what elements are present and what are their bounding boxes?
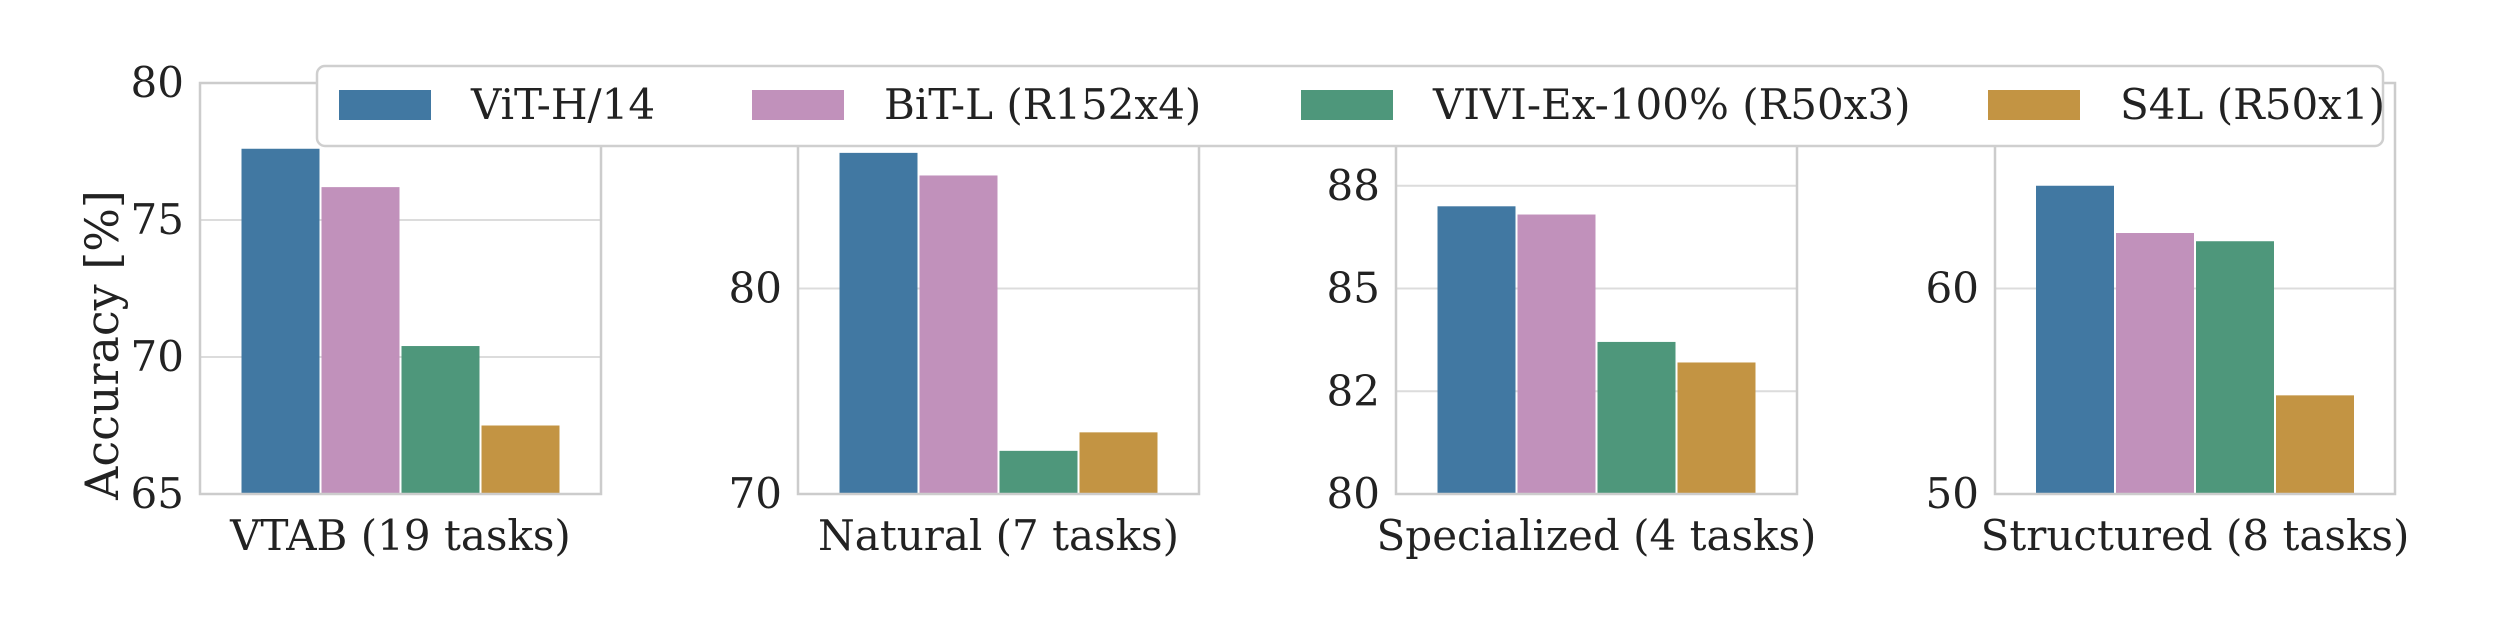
y-tick-label: 70 [729, 469, 782, 518]
bar-vivi-ex-100-r50x3- [401, 346, 480, 494]
x-axis-label: Natural (7 tasks) [818, 511, 1179, 560]
legend-label: VIVI-Ex-100% (R50x3) [1432, 80, 1911, 129]
bar-vit-h-14 [839, 152, 918, 494]
bar-s4l-r50x1- [1677, 362, 1756, 494]
bar-bit-l-r152x4- [1517, 214, 1596, 494]
legend-label: ViT-H/14 [470, 80, 655, 129]
legend-label: BiT-L (R152x4) [884, 80, 1201, 129]
y-tick-label: 60 [1926, 264, 1979, 313]
panel-2: 70 80 Natural (7 tasks) [729, 81, 1201, 560]
bar-vivi-ex-100-r50x3- [999, 450, 1078, 494]
legend-swatch [339, 90, 431, 120]
x-axis-label: VTAB (19 tasks) [229, 511, 571, 560]
legend-swatch [752, 90, 844, 120]
bar-s4l-r50x1- [2276, 395, 2354, 494]
y-tick-label: 82 [1327, 366, 1380, 415]
legend-label: S4L (R50x1) [2120, 80, 2385, 129]
bar-vivi-ex-100-r50x3- [1597, 341, 1676, 494]
bar-bit-l-r152x4- [919, 175, 998, 494]
bar-s4l-r50x1- [481, 425, 560, 494]
bar-bit-l-r152x4- [321, 187, 400, 494]
legend: ViT-H/14 BiT-L (R152x4) VIVI-Ex-100% (R50x… [315, 64, 2385, 148]
y-tick-label: 65 [131, 469, 184, 518]
y-tick-label: 85 [1327, 264, 1380, 313]
y-tick-label: 70 [131, 332, 184, 381]
bar-vivi-ex-100-r50x3- [2196, 241, 2274, 494]
legend-swatch [1988, 90, 2080, 120]
x-axis-label: Specialized (4 tasks) [1377, 511, 1817, 560]
legend-swatch [1301, 90, 1393, 120]
bar-vit-h-14 [2036, 185, 2114, 494]
y-tick-label: 50 [1926, 469, 1979, 518]
y-tick-label: 80 [131, 58, 184, 107]
panel-1: 65 70 75 80 VTAB (19 tasks) [131, 58, 603, 560]
bar-vit-h-14 [241, 148, 320, 494]
bar-vit-h-14 [1437, 206, 1516, 495]
bar-bit-l-r152x4- [2116, 233, 2194, 494]
panel-4: 50 60 Structured (8 tasks) [1926, 81, 2410, 560]
y-tick-label: 80 [729, 264, 782, 313]
y-tick-label: 80 [1327, 469, 1380, 518]
bar-s4l-r50x1- [1079, 432, 1158, 494]
panel-3: 80 82 85 88 Specialized (4 tasks) [1327, 81, 1817, 560]
y-tick-label: 75 [131, 195, 184, 244]
y-axis-label: Accuracy [%] [75, 190, 129, 501]
x-axis-label: Structured (8 tasks) [1981, 511, 2410, 560]
y-tick-label: 88 [1327, 161, 1380, 210]
panels: 65 70 75 80 VTAB (19 tasks) 70 80 Natural (7 ta… [131, 58, 2410, 560]
